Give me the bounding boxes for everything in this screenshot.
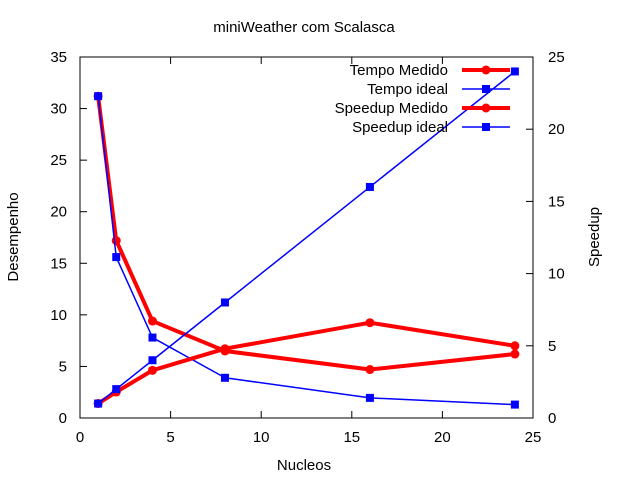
y-tick-label: 20 [50, 204, 67, 221]
axes [79, 56, 534, 419]
chart-title: miniWeather com Scalasca [213, 19, 395, 36]
data-point-tempo-medido [147, 316, 157, 326]
data-point-speedup-ideal [148, 356, 157, 365]
y-tick-label: 10 [50, 307, 67, 324]
legend-marker [481, 103, 491, 113]
y2-tick-label: 0 [548, 410, 556, 427]
data-point-tempo-ideal [94, 92, 103, 101]
y-tick-label: 30 [50, 101, 67, 118]
legend-marker [482, 123, 490, 131]
data-point-speedup-ideal [365, 182, 374, 191]
series-speedup-ideal [94, 67, 519, 408]
y2-tick-label: 15 [548, 193, 565, 210]
tick-labels: 0 5 10 15 20 25 0 5 10 15 20 25 30 35 0 5 10 15 20 25 [50, 49, 564, 446]
y2-tick-label: 10 [548, 266, 565, 283]
y-axis-label: Desempenho [5, 192, 22, 281]
data-point-tempo-ideal [148, 333, 157, 342]
data-point-tempo-ideal [112, 253, 121, 262]
legend-item-speedup-ideal: Speedup ideal [352, 119, 510, 136]
x-tick-label: 15 [343, 429, 360, 446]
x-tick-label: 10 [253, 429, 270, 446]
data-point-tempo-medido [111, 236, 121, 246]
y2-tick-label: 5 [548, 338, 556, 355]
data-point-tempo-ideal [365, 393, 374, 402]
legend-label: Tempo Medido [350, 62, 448, 79]
data-point-speedup-medido [220, 344, 230, 354]
y-tick-label: 5 [59, 358, 67, 375]
series-line-speedup-ideal [97, 70, 516, 405]
y2-axis-label: Speedup [586, 207, 603, 267]
data-point-speedup-ideal [220, 298, 229, 307]
series-tempo-medido [93, 91, 520, 375]
plot-frame [79, 56, 534, 419]
y-tick-label: 0 [59, 410, 67, 427]
data-point-tempo-medido [365, 365, 375, 375]
y-tick-label: 15 [50, 255, 67, 272]
series-layer [93, 67, 520, 409]
legend-item-tempo-ideal: Tempo ideal [367, 81, 510, 98]
data-point-tempo-ideal [220, 373, 229, 382]
data-point-speedup-medido [365, 318, 375, 328]
x-tick-label: 20 [434, 429, 451, 446]
legend: Tempo Medido Tempo ideal Speedup Medido Spe… [335, 62, 510, 136]
legend-item-tempo-medido: Tempo Medido [350, 62, 510, 79]
legend-marker [481, 65, 491, 75]
data-point-speedup-medido [147, 365, 157, 375]
legend-label: Speedup Medido [335, 100, 448, 117]
legend-marker [482, 85, 490, 93]
data-point-speedup-medido [510, 341, 520, 351]
x-tick-label: 25 [525, 429, 542, 446]
y-tick-label: 35 [50, 49, 67, 66]
legend-item-speedup-medido: Speedup Medido [335, 100, 510, 117]
x-tick-label: 5 [166, 429, 174, 446]
data-point-speedup-ideal [112, 385, 121, 394]
x-axis-label: Nucleos [277, 457, 331, 474]
y2-tick-label: 20 [548, 121, 565, 138]
legend-label: Tempo ideal [367, 81, 448, 98]
data-point-speedup-ideal [510, 67, 519, 76]
series-line-tempo-ideal [97, 96, 515, 406]
data-point-speedup-ideal [94, 399, 103, 408]
series-line-tempo-medido [96, 95, 516, 372]
y2-tick-label: 25 [548, 49, 565, 66]
legend-label: Speedup ideal [352, 119, 448, 136]
data-point-tempo-ideal [510, 400, 519, 409]
x-tick-label: 0 [76, 429, 84, 446]
data-point-tempo-medido [510, 349, 520, 359]
y-tick-label: 25 [50, 152, 67, 169]
